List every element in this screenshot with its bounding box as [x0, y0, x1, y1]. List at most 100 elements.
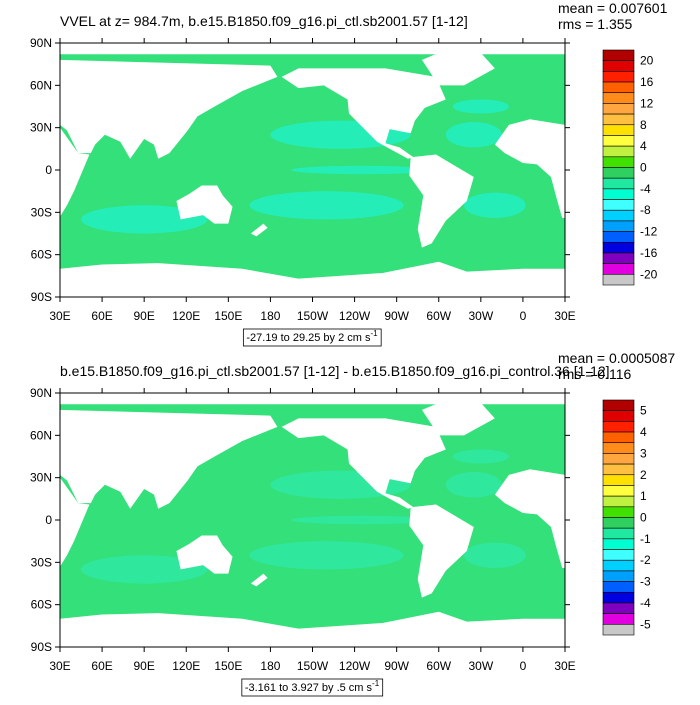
- land: [494, 469, 565, 568]
- range-label: -27.19 to 29.25 by 2 cm s-1: [246, 329, 378, 344]
- colorbar-label: -4: [640, 182, 651, 196]
- x-tick-label: 30E: [554, 309, 575, 323]
- colorbar-box: [602, 49, 635, 61]
- colorbar-label: 4: [640, 139, 647, 153]
- colorbar-label: 12: [640, 96, 654, 110]
- land: [60, 611, 565, 647]
- land: [60, 409, 278, 509]
- colorbar-label: 8: [640, 118, 647, 132]
- colorbar-box: [602, 549, 635, 561]
- range-text: -27.19 to 29.25 by 2 cm s: [246, 332, 371, 344]
- colorbar-label: -12: [640, 225, 658, 239]
- colorbar-box: [602, 485, 635, 497]
- colorbar-label: -4: [640, 596, 651, 610]
- colorbar-box: [602, 209, 635, 222]
- colorbar-box: [602, 570, 635, 582]
- range-text: -3.161 to 3.927 by .5 cm s: [245, 682, 373, 694]
- y-tick-label: 60S: [31, 248, 52, 262]
- land: [409, 504, 474, 598]
- land: [421, 402, 495, 436]
- x-tick-label: 150E: [214, 309, 242, 323]
- colorbar-box: [602, 252, 635, 264]
- colorbar-box: [602, 199, 635, 211]
- rms-label: rms = 0.116: [558, 366, 631, 382]
- land: [281, 68, 446, 159]
- panel-title: b.e15.B1850.f09_g16.pi_ctl.sb2001.57 [1-…: [60, 363, 610, 379]
- range-exponent: -1: [371, 329, 379, 338]
- field-patch: [249, 541, 404, 570]
- range-label: -3.161 to 3.927 by .5 cm s-1: [245, 679, 380, 694]
- y-tick-label: 90N: [30, 386, 52, 400]
- colorbar-box: [602, 517, 635, 529]
- land: [421, 52, 495, 86]
- x-tick-label: 60W: [426, 309, 451, 323]
- colorbar-box: [602, 60, 635, 72]
- colorbar-box: [602, 581, 635, 593]
- colorbar-box: [602, 103, 635, 115]
- colorbar-box: [602, 124, 635, 136]
- colorbar-box: [602, 145, 635, 158]
- y-tick-label: 30S: [31, 205, 52, 219]
- rms-label: rms = 1.355: [558, 16, 633, 32]
- colorbar-box: [602, 156, 635, 168]
- x-tick-label: 180: [260, 309, 280, 323]
- map-panel: 90N 60N 30N 0 30S 60S 90S 30E 60E 90E 120E 150E 180 1…: [30, 0, 668, 347]
- x-tick-label: 150W: [297, 659, 329, 673]
- land: [60, 393, 565, 405]
- range-box: [241, 678, 384, 697]
- colorbar-box: [602, 591, 635, 604]
- field-patch: [452, 99, 509, 114]
- colorbar-box: [602, 231, 635, 243]
- colorbar-box: [602, 442, 635, 454]
- range-box: [242, 328, 382, 347]
- colorbar-box: [602, 188, 635, 200]
- colorbar-label: 1: [640, 489, 647, 503]
- colorbar-box: [602, 506, 635, 518]
- colorbar-box: [602, 167, 635, 179]
- colorbar-box: [602, 602, 635, 614]
- colorbar-label: 5: [640, 404, 647, 418]
- colorbar-box: [602, 421, 635, 433]
- land: [409, 154, 474, 248]
- land: [494, 119, 565, 218]
- colorbar-box: [602, 81, 635, 94]
- x-tick-label: 120W: [339, 659, 371, 673]
- x-tick-label: 180: [260, 659, 280, 673]
- colorbar-label: 4: [640, 425, 647, 439]
- colorbar-label: -20: [640, 267, 658, 281]
- field-patch: [464, 542, 526, 568]
- colorbar-box: [602, 474, 635, 486]
- land: [60, 261, 565, 297]
- colorbar-box: [602, 559, 635, 572]
- colorbar-label: 16: [640, 75, 654, 89]
- colorbar-box: [602, 220, 635, 232]
- colorbar-box: [602, 410, 635, 422]
- x-tick-label: 30W: [468, 659, 493, 673]
- y-tick-label: 30N: [30, 471, 52, 485]
- y-tick-label: 30S: [31, 555, 52, 569]
- land: [60, 59, 278, 159]
- x-tick-label: 30E: [49, 309, 70, 323]
- x-tick-label: 120W: [339, 309, 371, 323]
- x-tick-label: 30W: [468, 309, 493, 323]
- y-tick-label: 30N: [30, 121, 52, 135]
- mean-label: mean = 0.007601: [558, 0, 668, 16]
- field-patch: [452, 449, 509, 464]
- field-patch: [81, 555, 208, 584]
- colorbar-box: [602, 624, 635, 636]
- y-tick-label: 0: [45, 513, 52, 527]
- colorbar-label: -8: [640, 203, 651, 217]
- colorbar-label: -3: [640, 575, 651, 589]
- x-tick-label: 0: [520, 309, 527, 323]
- colorbar-label: 0: [640, 511, 647, 525]
- colorbar-box: [602, 613, 635, 625]
- x-tick-label: 60E: [91, 659, 112, 673]
- colorbar-box: [602, 135, 635, 147]
- x-tick-label: 150W: [297, 309, 329, 323]
- colorbar-box: [602, 495, 635, 508]
- field-patch: [291, 165, 432, 175]
- colorbar-label: 0: [640, 161, 647, 175]
- x-tick-label: 90E: [133, 309, 154, 323]
